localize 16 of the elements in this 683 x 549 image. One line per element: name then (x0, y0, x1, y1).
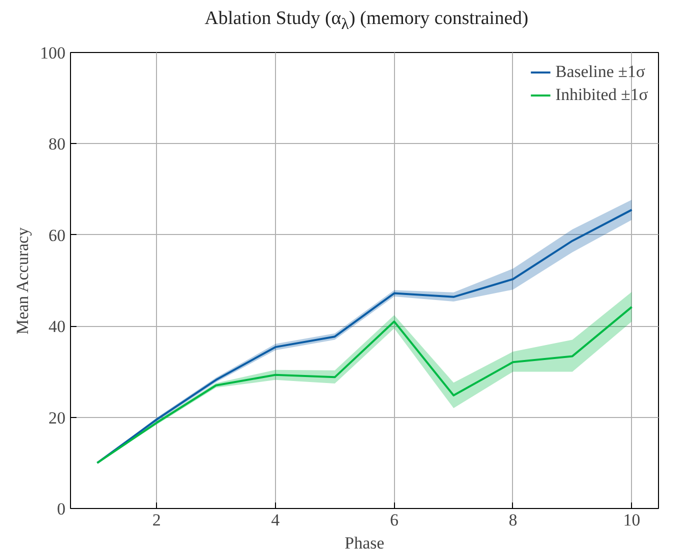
x-tick-label: 8 (508, 510, 518, 530)
legend-label: Baseline ±1σ (555, 62, 646, 82)
y-tick-label: 60 (48, 226, 66, 245)
x-tick-label: 4 (271, 510, 280, 530)
x-axis-title: Phase (344, 534, 384, 549)
y-tick-label: 40 (48, 317, 66, 336)
y-tick-label: 80 (48, 134, 66, 154)
legend-label: Inhibited ±1σ (555, 85, 648, 105)
x-tick-label: 2 (152, 510, 161, 530)
y-tick-label: 100 (40, 44, 66, 62)
x-tick-label: 10 (623, 510, 640, 530)
y-tick-label: 0 (57, 500, 66, 518)
y-tick-label: 20 (48, 408, 66, 428)
chart-title: Ablation Study (α$_{λ}$) (memory constrained) (204, 7, 528, 35)
y-axis-title: Mean Accuracy (13, 226, 32, 335)
x-tick-label: 6 (390, 510, 398, 530)
